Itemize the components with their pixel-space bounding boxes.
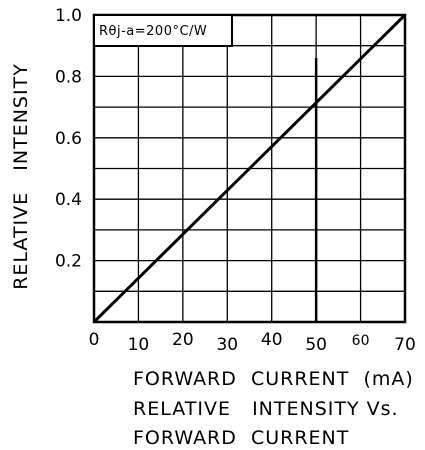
series-line-0 — [92, 13, 407, 324]
x-tick-label-20: 20 — [172, 330, 194, 350]
y-tick-label-1.0: 1.0 — [55, 6, 82, 26]
y-tick-label-0.8: 0.8 — [55, 67, 82, 87]
x-tick-label-50: 50 — [305, 335, 327, 355]
x-tick-label-60: 60 — [352, 333, 370, 349]
y-tick-labels: 0.2 0.4 0.6 0.8 1.0 — [55, 6, 82, 272]
plot-frame — [92, 13, 407, 324]
y-tick-label-0.2: 0.2 — [55, 252, 82, 272]
x-tick-label-10: 10 — [128, 335, 150, 355]
annotation-box — [93, 14, 233, 47]
x-tick-label-40: 40 — [261, 330, 283, 350]
annotation-text: Rθj-a=200°C/W — [99, 24, 207, 39]
y-axis-label: RELATIVE INTENSITY — [10, 63, 32, 290]
y-tick-label-0.6: 0.6 — [55, 129, 82, 149]
series-lines — [92, 13, 407, 324]
chart-subtitle: FORWARD CURRENT — [133, 427, 350, 449]
y-tick-label-0.4: 0.4 — [55, 190, 82, 210]
x-tick-labels: 0 10 20 30 40 50 60 70 — [89, 330, 416, 355]
x-tick-label-30: 30 — [216, 335, 238, 355]
x-tick-label-0: 0 — [89, 330, 100, 350]
x-tick-label-70: 70 — [394, 335, 416, 355]
chart-title: RELATIVE INTENSITY Vs. — [133, 398, 399, 420]
x-axis-label: FORWARD CURRENT (mA) — [133, 368, 414, 390]
